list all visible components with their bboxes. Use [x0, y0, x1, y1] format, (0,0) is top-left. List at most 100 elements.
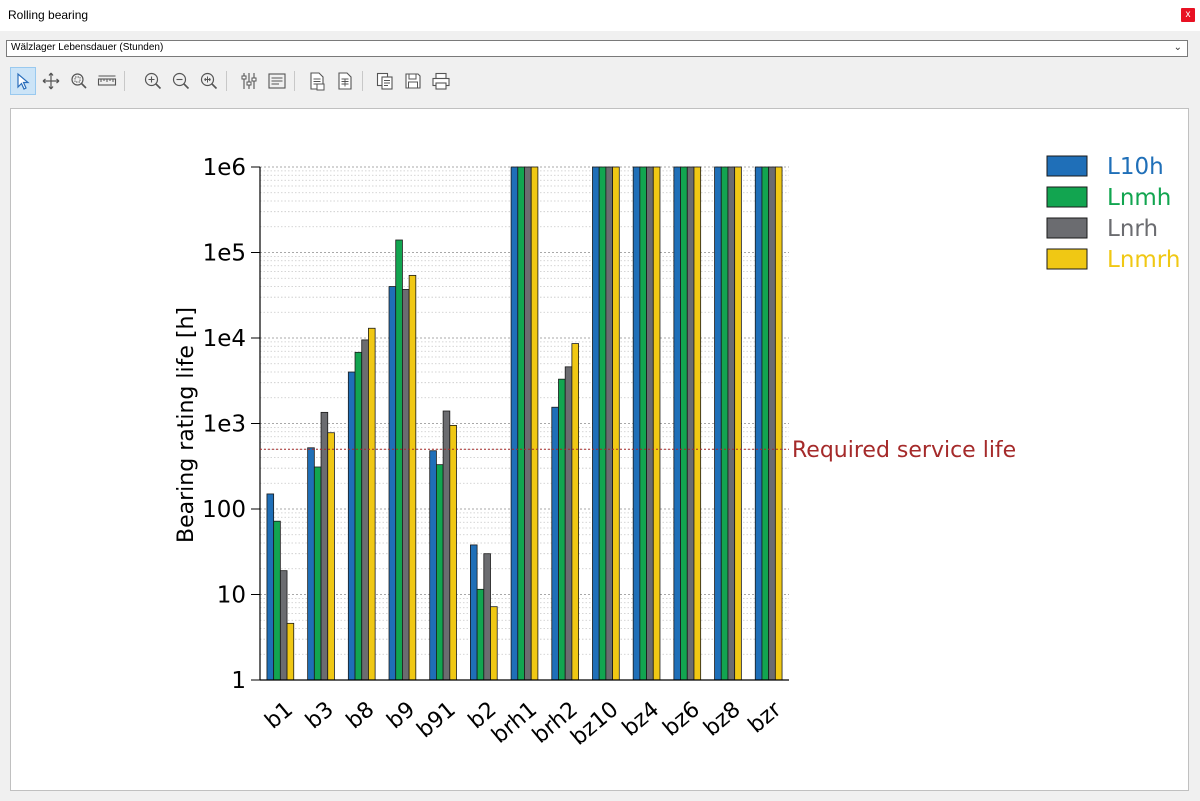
legend-label-lnmh: Lnmh [1107, 185, 1171, 211]
measure-tool-button[interactable] [94, 67, 120, 95]
cursor-icon [17, 72, 30, 90]
x-tick-label: brh1 [487, 697, 542, 749]
bar-lnrh-bz10 [605, 166, 613, 681]
x-tick-label: b91 [413, 697, 461, 743]
save-button[interactable] [400, 67, 426, 95]
bar-lnmrh-b9 [408, 274, 417, 681]
bar-l10h-b3 [307, 447, 315, 681]
bar-l10h-bz4 [632, 166, 641, 681]
sliders-icon [241, 73, 257, 89]
bar-lnmrh-bz6 [693, 166, 702, 681]
zoom-fit-button[interactable] [196, 67, 222, 95]
bar-lnrh-bzr [768, 166, 776, 681]
bar-l10h-bzr [754, 166, 763, 681]
bar-l10h-b2 [470, 544, 478, 681]
bar-lnrh-b91 [442, 410, 451, 681]
x-tick-label: bzr [744, 696, 787, 738]
bar-lnrh-bz4 [646, 166, 654, 681]
toolbar [10, 67, 470, 97]
bar-lnmh-brh2 [558, 378, 566, 681]
plot-area[interactable]: 1 10 100 1e3 1e4 1e5 1e6 Bearing rating life [h… [10, 108, 1189, 791]
x-tick-label: b3 [301, 697, 338, 734]
copy-icon [376, 72, 393, 90]
bar-lnmh-b91 [436, 464, 444, 681]
bar-lnmrh-b2 [490, 606, 498, 681]
print-button[interactable] [428, 67, 454, 95]
legend-swatch-lnmrh [1046, 248, 1088, 270]
bar-lnmh-bz10 [598, 166, 607, 681]
bar-lnmh-bz8 [720, 166, 729, 681]
pan-tool-button[interactable] [38, 67, 64, 95]
bar-lnrh-b1 [279, 570, 288, 681]
export-data-button[interactable] [304, 67, 330, 95]
y-tick-label: 1e6 [203, 155, 246, 181]
bar-lnmh-b3 [313, 466, 322, 681]
bar-lnmh-bzr [761, 166, 770, 681]
legend-button[interactable] [264, 67, 290, 95]
bar-lnmrh-bz10 [612, 166, 620, 681]
bar-lnmh-b9 [395, 239, 403, 681]
bar-lnmh-b1 [273, 520, 281, 681]
zoom-out-icon [172, 72, 190, 90]
bar-lnmh-bz4 [639, 166, 647, 681]
select-tool-button[interactable] [10, 67, 36, 95]
legend-swatch-lnmh [1046, 186, 1088, 208]
x-tick-label: b9 [383, 697, 420, 734]
legend-swatch-l10h [1046, 155, 1088, 177]
zoom-in-button[interactable] [140, 67, 166, 95]
table-export-icon [338, 72, 352, 90]
bar-lnrh-b3 [320, 411, 329, 681]
bar-l10h-bz10 [592, 166, 600, 681]
x-tick-label: bz6 [659, 697, 705, 742]
zoom-box-button[interactable] [66, 67, 92, 95]
chevron-down-icon: ⌄ [1173, 42, 1182, 53]
bearing-life-chart: 1 10 100 1e3 1e4 1e5 1e6 Bearing rating life [h… [174, 154, 1180, 751]
y-tick-label: 1e3 [203, 412, 246, 438]
title-bar: Rolling bearing x [0, 0, 1200, 31]
bar-lnrh-bz8 [727, 166, 736, 681]
bar-lnmrh-brh2 [571, 343, 579, 681]
bar-lnmrh-b91 [449, 425, 457, 681]
close-button[interactable]: x [1181, 8, 1195, 22]
copy-button[interactable] [372, 67, 398, 95]
legend-label-l10h: L10h [1107, 154, 1164, 180]
required-life-label: Required service life [792, 438, 1016, 463]
bar-lnrh-b9 [402, 289, 410, 681]
bar-l10h-b9 [388, 286, 397, 681]
bar-l10h-bz8 [714, 166, 722, 681]
zoom-fit-icon [200, 72, 218, 90]
bar-lnrh-brh2 [564, 366, 573, 681]
bar-lnrh-bz6 [686, 166, 695, 681]
bar-lnrh-brh1 [524, 166, 532, 681]
x-tick-label: b1 [260, 697, 297, 734]
y-tick-label: 1 [231, 668, 246, 694]
y-tick-label: 100 [202, 497, 246, 523]
y-tick-label: 1e4 [203, 326, 246, 352]
bar-l10h-brh1 [510, 166, 519, 681]
bar-lnrh-b8 [361, 339, 369, 681]
bar-lnmh-brh1 [517, 166, 525, 681]
bar-lnmrh-b1 [286, 622, 295, 681]
window-title: Rolling bearing [8, 8, 89, 22]
x-tick-label: bz4 [618, 697, 664, 742]
legend-label-lnmrh: Lnmrh [1107, 247, 1180, 273]
printer-icon [432, 72, 450, 90]
zoom-in-icon [144, 72, 162, 90]
y-tick-label: 1e5 [203, 241, 246, 267]
export-table-button[interactable] [332, 67, 358, 95]
x-tick-label: bz8 [699, 697, 745, 742]
list-icon [268, 73, 286, 89]
ruler-icon [97, 75, 117, 86]
bar-lnmh-b2 [476, 588, 485, 681]
result-selector-dropdown[interactable]: Wälzlager Lebensdauer (Stunden) ⌄ [6, 40, 1188, 57]
bar-l10h-bz6 [673, 166, 681, 681]
bar-lnmrh-bzr [774, 166, 783, 681]
pan-icon [42, 72, 60, 90]
bar-l10h-b1 [266, 493, 275, 681]
bar-l10h-b91 [429, 450, 437, 681]
settings-button[interactable] [236, 67, 262, 95]
zoom-out-button[interactable] [168, 67, 194, 95]
bar-lnmrh-b8 [368, 327, 376, 681]
y-axis-label: Bearing rating life [h] [174, 307, 199, 543]
bar-lnmrh-brh1 [530, 166, 539, 681]
